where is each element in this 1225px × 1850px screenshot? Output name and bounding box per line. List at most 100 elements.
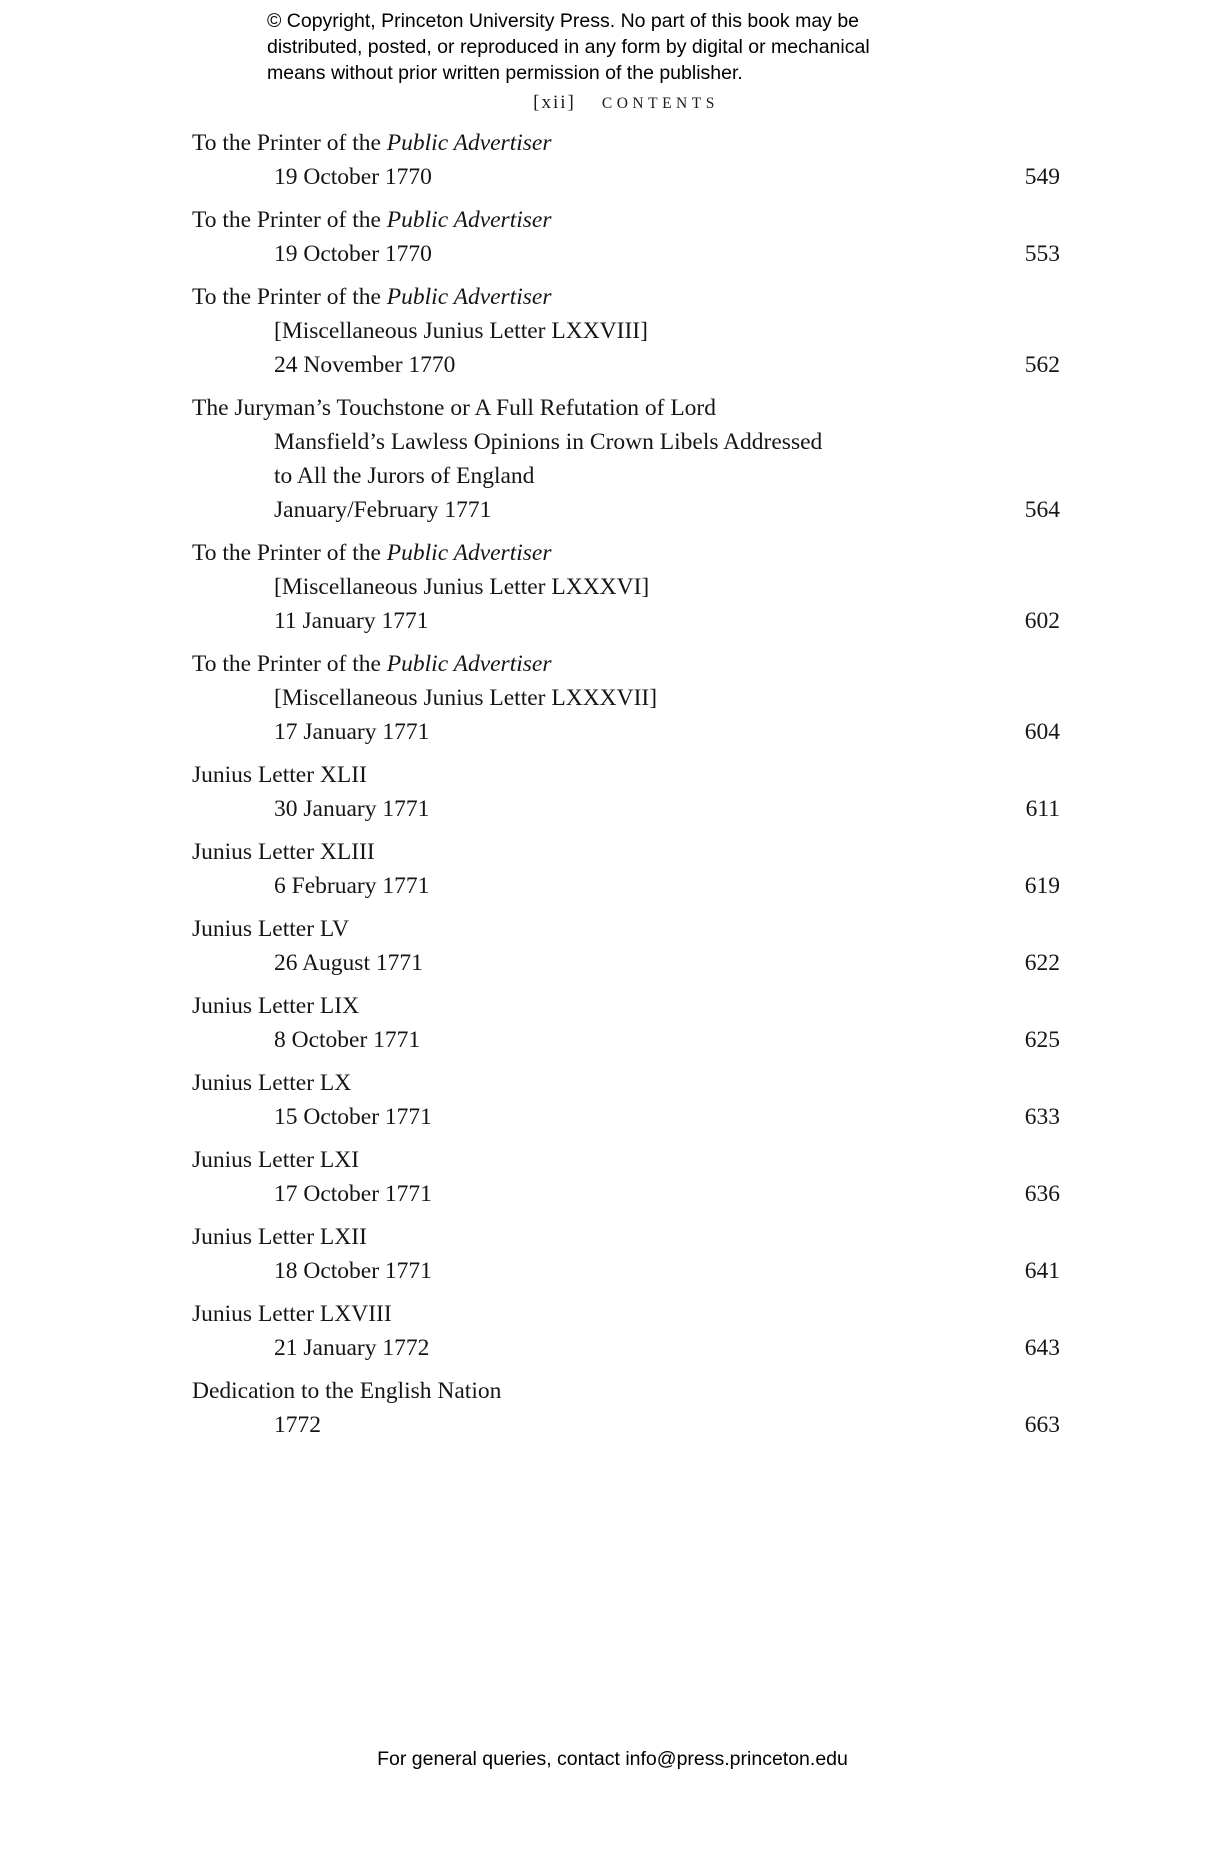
toc-title-text: [Miscellaneous Junius Letter LXXVIII] <box>274 318 648 344</box>
toc-page-number: 564 <box>1024 497 1060 523</box>
toc-page-number: 562 <box>1024 352 1060 378</box>
toc-entry: Junius Letter LIX 8 October 1771 625 <box>192 989 1060 1057</box>
toc-date-row: 19 October 1770 549 <box>192 160 1060 194</box>
toc-title-text: Junius Letter XLII <box>192 762 367 788</box>
toc-date: 15 October 1771 <box>274 1104 432 1130</box>
copyright-line-2: distributed, posted, or reproduced in an… <box>267 36 870 58</box>
toc-title-line: Junius Letter XLIII <box>192 835 1060 869</box>
toc-entry: Junius Letter LV 26 August 1771 622 <box>192 912 1060 980</box>
toc-date: 18 October 1771 <box>274 1258 432 1284</box>
toc-date: 6 February 1771 <box>274 873 430 899</box>
running-head: [xii] CONTENTS <box>192 92 1060 114</box>
toc-date-row: 17 January 1771 604 <box>192 715 1060 749</box>
toc-entry: The Juryman’s Touchstone or A Full Refut… <box>192 391 1060 527</box>
toc-title-line: [Miscellaneous Junius Letter LXXXVI] <box>192 570 1060 604</box>
toc-date: January/February 1771 <box>274 497 492 523</box>
toc-date-row: 11 January 1771 602 <box>192 604 1060 638</box>
toc-date: 17 October 1771 <box>274 1181 432 1207</box>
folio-number: [xii] <box>533 92 576 113</box>
toc-title-text: To the Printer of the <box>192 130 387 156</box>
toc-title-line: Junius Letter LXI <box>192 1143 1060 1177</box>
toc-entry: Dedication to the English Nation 1772 663 <box>192 1374 1060 1442</box>
toc-date: 24 November 1770 <box>274 352 456 378</box>
toc-entry: Junius Letter LXVIII 21 January 1772 643 <box>192 1297 1060 1365</box>
copyright-notice: © Copyright, Princeton University Press.… <box>267 8 870 86</box>
toc-title-italic-text: Public Advertiser <box>386 651 552 677</box>
toc-title-line: To the Printer of the Public Advertiser <box>192 536 1060 570</box>
toc-date: 19 October 1770 <box>274 164 432 190</box>
toc-title-italic-text: Public Advertiser <box>386 540 552 566</box>
toc-page-number: 622 <box>1024 950 1060 976</box>
toc-date-row: 1772 663 <box>192 1408 1060 1442</box>
toc-title-line: Junius Letter LXII <box>192 1220 1060 1254</box>
toc-date: 21 January 1772 <box>274 1335 430 1361</box>
footer-queries-note: For general queries, contact info@press.… <box>377 1748 848 1770</box>
toc-title-line: Junius Letter LIX <box>192 989 1060 1023</box>
toc-date-row: 19 October 1770 553 <box>192 237 1060 271</box>
toc-date: 26 August 1771 <box>274 950 423 976</box>
toc-date-row: 17 October 1771 636 <box>192 1177 1060 1211</box>
toc-title-line: [Miscellaneous Junius Letter LXXVIII] <box>192 314 1060 348</box>
toc-date-row: 8 October 1771 625 <box>192 1023 1060 1057</box>
toc-page-number: 602 <box>1024 608 1060 634</box>
toc-date-row: 26 August 1771 622 <box>192 946 1060 980</box>
toc-title-line: Junius Letter LX <box>192 1066 1060 1100</box>
toc-entry: Junius Letter XLIII 6 February 1771 619 <box>192 835 1060 903</box>
toc-date-row: 21 January 1772 643 <box>192 1331 1060 1365</box>
toc-page-number: 549 <box>1024 164 1060 190</box>
toc-page-number: 643 <box>1024 1335 1060 1361</box>
toc-entry: To the Printer of the Public Advertiser [… <box>192 536 1060 638</box>
toc-title-text: The Juryman’s Touchstone or A Full Refut… <box>192 395 716 421</box>
contents-heading: CONTENTS <box>601 95 719 112</box>
toc-title-text: Dedication to the English Nation <box>192 1378 502 1404</box>
toc-title-line: Dedication to the English Nation <box>192 1374 1060 1408</box>
toc-entry: To the Printer of the Public Advertiser [… <box>192 647 1060 749</box>
toc-title-text: To the Printer of the <box>192 284 387 310</box>
toc-date-row: 15 October 1771 633 <box>192 1100 1060 1134</box>
copyright-line-1: © Copyright, Princeton University Press.… <box>267 10 860 32</box>
copyright-line-3: means without prior written permission o… <box>267 62 743 84</box>
toc-page-number: 641 <box>1024 1258 1060 1284</box>
toc-title-italic-text: Public Advertiser <box>386 284 552 310</box>
toc-title-text: Mansfield’s Lawless Opinions in Crown Li… <box>274 429 823 455</box>
toc-title-text: Junius Letter LXVIII <box>192 1301 392 1327</box>
toc-title-line: To the Printer of the Public Advertiser <box>192 203 1060 237</box>
toc-page-number: 611 <box>1025 796 1060 822</box>
toc-entry: Junius Letter LXII 18 October 1771 641 <box>192 1220 1060 1288</box>
toc-date-row: 30 January 1771 611 <box>192 792 1060 826</box>
toc-entry: To the Printer of the Public Advertiser 1… <box>192 126 1060 194</box>
toc-page-number: 636 <box>1024 1181 1060 1207</box>
toc-date-row: January/February 1771 564 <box>192 493 1060 527</box>
toc-title-line: Mansfield’s Lawless Opinions in Crown Li… <box>192 425 1060 459</box>
toc-title-text: [Miscellaneous Junius Letter LXXXVII] <box>274 685 658 711</box>
toc-date: 19 October 1770 <box>274 241 432 267</box>
toc-title-italic-text: Public Advertiser <box>386 207 552 233</box>
toc-title-text: Junius Letter LV <box>192 916 350 942</box>
toc-title-text: Junius Letter LIX <box>192 993 360 1019</box>
toc-title-text: Junius Letter LXII <box>192 1224 367 1250</box>
toc-page-number: 619 <box>1024 873 1060 899</box>
toc-title-text: to All the Jurors of England <box>274 463 535 489</box>
toc-entry: Junius Letter XLII 30 January 1771 611 <box>192 758 1060 826</box>
toc-title-line: Junius Letter XLII <box>192 758 1060 792</box>
toc-date: 30 January 1771 <box>274 796 430 822</box>
toc-page-number: 663 <box>1024 1412 1060 1438</box>
toc-title-text: Junius Letter LX <box>192 1070 352 1096</box>
toc-date-row: 18 October 1771 641 <box>192 1254 1060 1288</box>
toc-title-italic-text: Public Advertiser <box>386 130 552 156</box>
toc-title-text: [Miscellaneous Junius Letter LXXXVI] <box>274 574 650 600</box>
toc-date-row: 6 February 1771 619 <box>192 869 1060 903</box>
toc-title-line: The Juryman’s Touchstone or A Full Refut… <box>192 391 1060 425</box>
toc-title-line: Junius Letter LXVIII <box>192 1297 1060 1331</box>
toc-entry: Junius Letter LXI 17 October 1771 636 <box>192 1143 1060 1211</box>
toc-date-row: 24 November 1770 562 <box>192 348 1060 382</box>
toc-title-text: To the Printer of the <box>192 651 387 677</box>
toc-title-line: Junius Letter LV <box>192 912 1060 946</box>
table-of-contents: To the Printer of the Public Advertiser 1… <box>192 126 1060 1451</box>
toc-title-line: To the Printer of the Public Advertiser <box>192 647 1060 681</box>
toc-page-number: 625 <box>1024 1027 1060 1053</box>
toc-page-number: 604 <box>1024 719 1060 745</box>
toc-entry: Junius Letter LX 15 October 1771 633 <box>192 1066 1060 1134</box>
toc-page-number: 553 <box>1024 241 1060 267</box>
toc-title-text: Junius Letter XLIII <box>192 839 375 865</box>
